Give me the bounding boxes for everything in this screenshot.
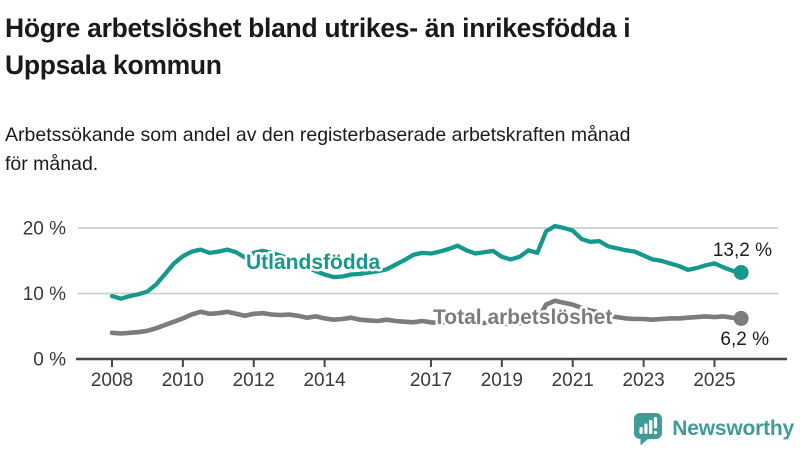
- y-tick-label-20: 20 %: [23, 219, 66, 240]
- total-series-label: Total arbetslöshet: [433, 306, 612, 329]
- x-tick-label: 2025: [693, 370, 735, 391]
- x-tick-label: 2008: [91, 370, 133, 391]
- x-tick-label: 2017: [410, 370, 452, 391]
- utlandsfodda-line: [109, 223, 744, 301]
- total-arbetsloshet-line: [109, 298, 744, 336]
- utlandsfodda-end-value-label: 13,2 %: [713, 240, 772, 261]
- y-tick-label-0: 0 %: [33, 350, 66, 371]
- title-line-2: Uppsala kommun: [5, 50, 222, 80]
- x-tick-label: 2010: [162, 370, 204, 391]
- y-gridlines: [78, 227, 778, 295]
- chart-header: Högre arbetslöshet bland utrikes- än inr…: [0, 0, 800, 179]
- x-tick-label: 2019: [481, 370, 523, 391]
- logo-bars: [639, 417, 658, 435]
- total-end-value-label: 6,2 %: [720, 329, 769, 350]
- chart-subtitle: Arbetssökande som andel av den registerb…: [5, 121, 794, 179]
- x-axis-ticks: [111, 359, 716, 367]
- newsworthy-logo-text: Newsworthy: [672, 417, 794, 440]
- subtitle-line-2: för månad.: [5, 153, 99, 175]
- x-tick-label: 2012: [233, 370, 275, 391]
- line-chart: 20 % 10 % 0 % 2008 2010 2012 2014 2017 2019 20…: [23, 219, 787, 391]
- title-line-1: Högre arbetslöshet bland utrikes- än inr…: [5, 13, 631, 43]
- newsworthy-logo-icon: [634, 413, 663, 446]
- x-tick-label: 2014: [303, 370, 346, 391]
- x-axis-labels: 2008 2010 2012 2014 2017 2019 2021 2023 2025: [91, 370, 736, 391]
- page-title: Högre arbetslöshet bland utrikes- än inr…: [5, 10, 794, 84]
- subtitle-line-1: Arbetssökande som andel av den registerb…: [5, 124, 631, 146]
- y-tick-label-10: 10 %: [23, 284, 66, 305]
- utlandsfodda-series-label: Utlandsfödda: [246, 251, 380, 274]
- x-tick-label: 2023: [622, 370, 664, 391]
- y-axis-labels: 20 % 10 % 0 %: [23, 219, 66, 371]
- utlandsfodda-end-dot: [733, 265, 749, 280]
- x-tick-label: 2021: [552, 370, 594, 391]
- newsworthy-branding: Newsworthy: [633, 412, 794, 446]
- total-end-dot: [733, 310, 749, 326]
